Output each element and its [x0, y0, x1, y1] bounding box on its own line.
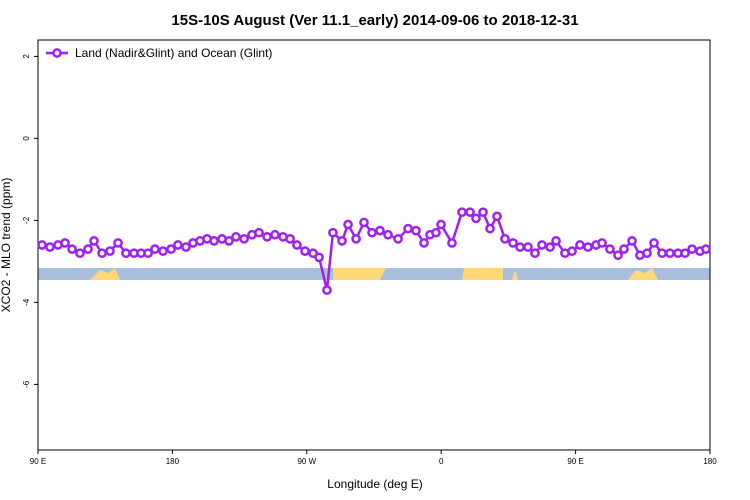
- data-point: [375, 225, 385, 236]
- data-point: [613, 250, 623, 261]
- data-point: [262, 231, 272, 242]
- data-point: [67, 244, 77, 254]
- data-point: [322, 285, 332, 295]
- data-point: [292, 240, 302, 250]
- data-point: [239, 234, 249, 244]
- data-point: [545, 242, 555, 252]
- data-point: [367, 227, 377, 238]
- data-point: [583, 242, 593, 252]
- x-tick-label: 90 E: [30, 457, 46, 466]
- data-point: [45, 242, 55, 252]
- data-point: [478, 207, 488, 218]
- data-point: [567, 246, 577, 256]
- legend-marker: [52, 48, 62, 58]
- data-point: [551, 236, 561, 246]
- data-point: [530, 248, 540, 259]
- data-point: [231, 231, 241, 242]
- data-point: [457, 207, 467, 218]
- land-segment: [512, 270, 518, 280]
- x-tick-label: 180: [166, 457, 180, 466]
- data-point: [314, 252, 324, 263]
- y-axis-label: XCO2 - MLO trend (ppm): [0, 178, 13, 313]
- data-point: [597, 238, 607, 248]
- y-tick-label: -6: [22, 380, 31, 388]
- data-point: [485, 223, 495, 234]
- data-point: [500, 234, 510, 244]
- data-point: [403, 223, 413, 234]
- data-point: [158, 246, 168, 256]
- data-point: [657, 248, 667, 259]
- data-point: [150, 244, 160, 254]
- data-point: [97, 248, 107, 259]
- land-segment: [333, 268, 386, 280]
- data-point: [359, 217, 369, 228]
- y-tick-label: 2: [22, 54, 31, 59]
- data-point: [465, 207, 475, 218]
- data-point: [492, 211, 502, 222]
- data-point: [89, 236, 99, 246]
- data-point: [351, 234, 361, 244]
- data-point: [37, 240, 47, 250]
- data-point: [627, 236, 637, 246]
- data-point: [383, 229, 393, 240]
- data-point: [143, 248, 153, 259]
- data-point: [393, 234, 403, 244]
- data-point: [649, 238, 659, 248]
- data-point: [328, 227, 338, 238]
- data-point: [575, 240, 585, 250]
- data-point: [113, 238, 123, 248]
- legend-label: Land (Nadir&Glint) and Ocean (Glint): [75, 46, 272, 60]
- data-point: [619, 244, 629, 254]
- data-point: [173, 240, 183, 250]
- data-point: [337, 236, 347, 246]
- data-point: [75, 248, 85, 259]
- y-tick-label: -2: [22, 216, 31, 224]
- chart-title: 15S-10S August (Ver 11.1_early) 2014-09-…: [171, 12, 578, 29]
- data-point: [300, 246, 310, 256]
- data-point: [431, 227, 441, 238]
- land-segment: [90, 268, 120, 280]
- data-point: [642, 248, 652, 259]
- data-point: [270, 229, 280, 240]
- data-point: [209, 236, 219, 246]
- data-point: [254, 227, 264, 238]
- data-point: [523, 242, 533, 252]
- data-point: [343, 219, 353, 230]
- x-tick-label: 90 E: [567, 457, 583, 466]
- land-segment: [628, 268, 658, 280]
- data-point: [83, 244, 93, 254]
- data-point: [285, 234, 295, 244]
- data-point: [515, 242, 525, 252]
- x-axis-label: Longitude (deg E): [327, 477, 422, 491]
- x-tick-label: 0: [439, 457, 444, 466]
- data-point: [166, 244, 176, 254]
- data-point: [471, 213, 481, 224]
- data-point: [508, 238, 518, 248]
- data-point: [181, 242, 191, 252]
- data-point: [121, 248, 131, 259]
- data-point: [605, 244, 615, 254]
- data-point: [687, 244, 697, 254]
- y-tick-label: -4: [22, 298, 31, 306]
- data-point: [224, 236, 234, 246]
- data-point: [680, 248, 690, 259]
- data-point: [447, 238, 457, 248]
- land-mask: [38, 268, 710, 280]
- data-point: [701, 244, 711, 254]
- data-point: [419, 238, 429, 248]
- y-tick-label: 0: [22, 136, 31, 141]
- data-point: [105, 246, 115, 256]
- x-tick-label: 90 W: [297, 457, 316, 466]
- data-point: [537, 240, 547, 250]
- data-point: [411, 225, 421, 236]
- x-tick-label: 180: [703, 457, 717, 466]
- land-segment: [462, 268, 503, 280]
- data-point: [60, 238, 70, 248]
- data-point: [436, 219, 446, 230]
- data-point: [665, 248, 675, 259]
